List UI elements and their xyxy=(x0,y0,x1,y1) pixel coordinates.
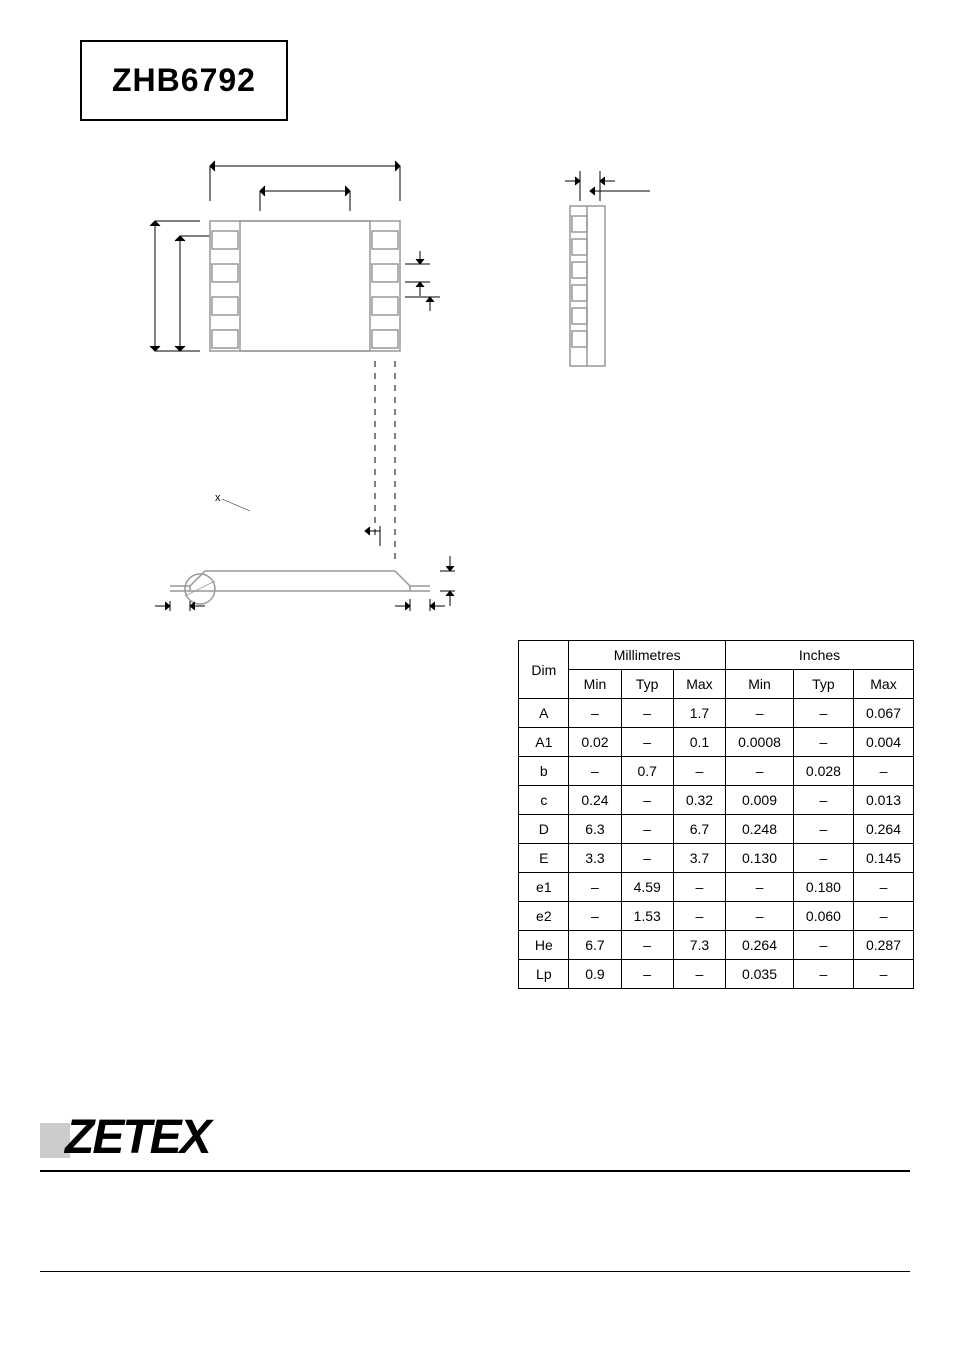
end-view-diagram xyxy=(540,161,690,636)
dimensions-table: Dim Millimetres Inches Min Typ Max Min T… xyxy=(518,640,914,989)
header-dim: Dim xyxy=(519,641,569,699)
table-row: Lp0.9––0.035–– xyxy=(519,960,914,989)
table-row: E3.3–3.70.130–0.145 xyxy=(519,844,914,873)
table-row: c0.24–0.320.009–0.013 xyxy=(519,786,914,815)
header-millimetres: Millimetres xyxy=(569,641,726,670)
table-body: A––1.7––0.067 A10.02–0.10.0008–0.004 b–0… xyxy=(519,699,914,989)
svg-text:x: x xyxy=(215,492,221,504)
table-row: A––1.7––0.067 xyxy=(519,699,914,728)
footer-rule xyxy=(40,1271,910,1272)
top-and-side-view-svg: x xyxy=(140,151,460,631)
header-in-max: Max xyxy=(853,670,913,699)
header-mm-typ: Typ xyxy=(621,670,673,699)
table-row: e1–4.59––0.180– xyxy=(519,873,914,902)
package-diagrams: x xyxy=(140,151,914,636)
table-row: b–0.7––0.028– xyxy=(519,757,914,786)
zetex-logo: ZETEX xyxy=(40,1110,910,1172)
header-mm-min: Min xyxy=(569,670,621,699)
dimensions-table-container: Dim Millimetres Inches Min Typ Max Min T… xyxy=(518,640,914,989)
logo-text: ZETEX xyxy=(65,1111,210,1164)
top-view-diagram: x xyxy=(140,151,460,636)
table-row: e2–1.53––0.060– xyxy=(519,902,914,931)
header-mm-max: Max xyxy=(673,670,725,699)
header-in-min: Min xyxy=(726,670,794,699)
table-row: D6.3–6.70.248–0.264 xyxy=(519,815,914,844)
title-box: ZHB6792 xyxy=(80,40,288,121)
end-view-svg xyxy=(540,161,690,381)
table-row: He6.7–7.30.264–0.287 xyxy=(519,931,914,960)
header-inches: Inches xyxy=(726,641,914,670)
part-number-title: ZHB6792 xyxy=(112,62,256,99)
table-row: A10.02–0.10.0008–0.004 xyxy=(519,728,914,757)
header-in-typ: Typ xyxy=(793,670,853,699)
